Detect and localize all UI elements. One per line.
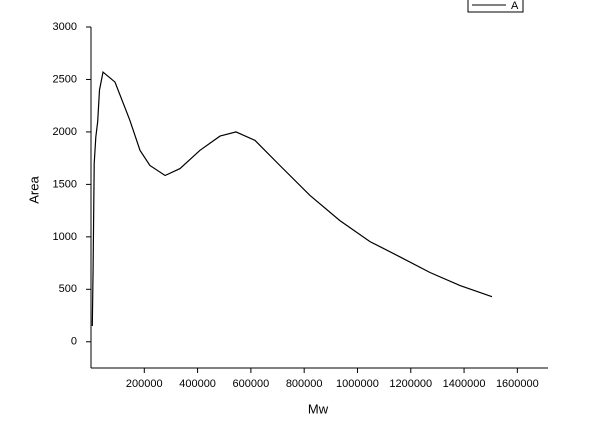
legend-box [467,0,524,13]
x-tick-label: 600000 [233,378,270,390]
x-tick-label: 400000 [179,378,216,390]
y-tick-label: 1000 [53,231,77,243]
y-tick-label: 1500 [53,178,77,190]
x-tick-label: 200000 [126,378,163,390]
x-tick-label: 1600000 [496,378,539,390]
legend-label: A [511,0,519,12]
x-tick-label: 800000 [286,378,323,390]
y-tick-label: 2500 [53,73,77,85]
x-axis-label: Mw [308,401,329,416]
y-tick-label: 2000 [53,126,77,138]
x-tick-label: 1400000 [443,378,486,390]
x-tick-label: 1200000 [389,378,432,390]
y-tick-label: 500 [59,283,77,295]
y-axis-label: Area [26,176,41,204]
y-tick-label: 3000 [53,21,77,33]
y-tick-label: 0 [71,336,77,348]
data-line [91,70,493,327]
x-tick-label: 1000000 [336,378,379,390]
